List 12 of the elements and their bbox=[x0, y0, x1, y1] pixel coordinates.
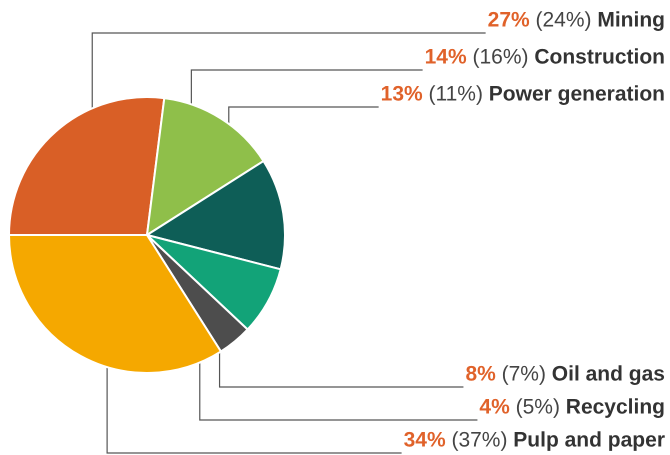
slice-label: Pulp and paper bbox=[513, 428, 665, 452]
slice-label: Power generation bbox=[488, 82, 665, 106]
slice-label: Recycling bbox=[566, 396, 666, 418]
data-label: 14% (16%) bbox=[424, 46, 534, 68]
data-label: 8% (7%) bbox=[465, 362, 552, 386]
slice-label: Oil and gas bbox=[552, 362, 666, 386]
data-label: 27% (24%) bbox=[488, 8, 598, 32]
data-label: 34% (37%) bbox=[404, 428, 514, 452]
data-label: 4% (5%) bbox=[479, 396, 566, 418]
slice-label: Construction bbox=[534, 46, 665, 68]
slice-label: Mining bbox=[597, 8, 666, 32]
data-label: 13% (11%) bbox=[380, 82, 489, 106]
